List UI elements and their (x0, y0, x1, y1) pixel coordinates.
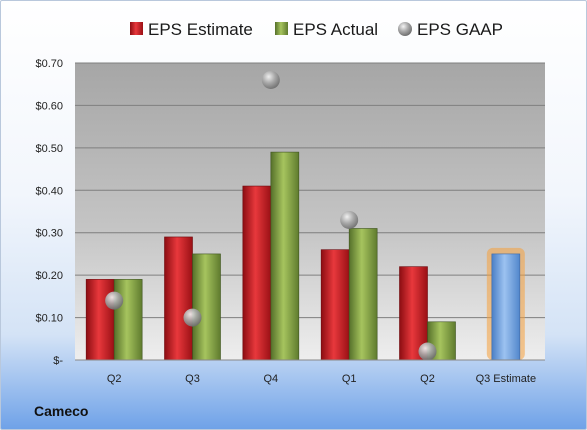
legend-label-gaap: EPS GAAP (417, 20, 503, 39)
legend-label-estimate: EPS Estimate (148, 20, 253, 39)
bar-estimate (242, 185, 272, 361)
gridlines (75, 62, 545, 319)
company-name: Cameco (34, 403, 89, 419)
x-category-label: Q3 Estimate (476, 373, 537, 385)
legend-item-actual: EPS Actual (275, 20, 378, 39)
bar-actual (348, 228, 378, 361)
bar-estimate (164, 236, 193, 361)
legend-item-gaap: EPS GAAP (398, 20, 503, 39)
plot-area (75, 63, 545, 360)
bar-estimate (320, 249, 350, 361)
legend-label-actual: EPS Actual (293, 20, 378, 39)
legend-swatch-estimate (130, 22, 143, 35)
y-axis-ticks: $- $0.10 $0.20 $0.30 $0.40 $0.50 $0.60 $0.70 (35, 58, 63, 367)
gaap-markers (105, 70, 437, 361)
x-category-label: Q2 (107, 373, 122, 385)
legend-swatch-gaap (398, 22, 412, 36)
bar-highlight (491, 253, 521, 361)
gaap-marker (261, 70, 280, 89)
bar-actual (270, 151, 300, 361)
bar-actual (192, 253, 221, 361)
gaap-marker (183, 308, 202, 327)
legend-swatch-actual (275, 22, 288, 35)
bar-actual (113, 279, 143, 361)
bars (85, 151, 456, 361)
legend: EPS Estimate EPS Actual EPS GAAP (130, 20, 503, 39)
y-tick-label: $0.10 (35, 313, 63, 325)
x-category-label: Q3 (185, 373, 200, 385)
x-category-label: Q1 (342, 373, 357, 385)
x-category-label: Q4 (263, 373, 278, 385)
y-tick-label: $0.50 (35, 143, 63, 155)
x-category-label: Q2 (420, 373, 435, 385)
bar-estimate (85, 279, 115, 361)
gaap-marker (105, 291, 124, 310)
y-tick-label: $0.70 (35, 58, 63, 70)
estimate-highlight (486, 247, 525, 361)
y-tick-label: $0.60 (35, 100, 63, 112)
y-tick-label: $0.20 (35, 270, 63, 282)
gaap-marker (340, 210, 359, 229)
y-tick-label: $- (53, 355, 63, 367)
y-tick-label: $0.30 (35, 228, 63, 240)
x-axis-categories: Q2 Q3 Q4 Q1 Q2 Q3 Estimate (107, 373, 536, 385)
legend-item-estimate: EPS Estimate (130, 20, 253, 39)
y-tick-label: $0.40 (35, 185, 63, 197)
gaap-marker (418, 342, 437, 361)
